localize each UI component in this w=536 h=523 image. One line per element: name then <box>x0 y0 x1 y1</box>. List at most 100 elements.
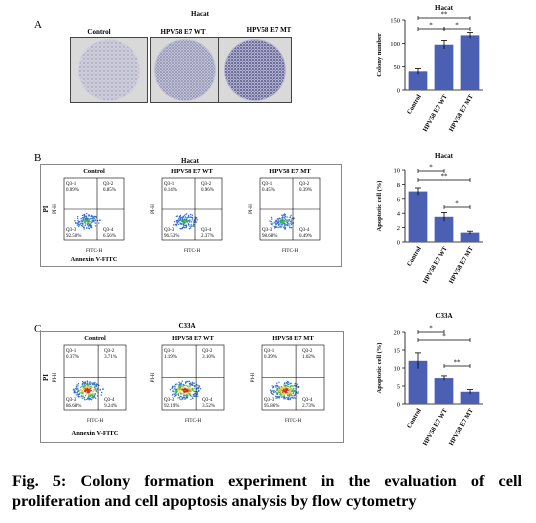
y-tick-label: 150 <box>390 18 400 25</box>
colony-dish-mt <box>218 37 292 103</box>
quadrant-value: 6.56% <box>103 234 116 239</box>
quadrant-value: 98.68% <box>262 234 277 239</box>
bar-chart-title: Hacat <box>435 152 454 160</box>
quadrant-name: Q3-4 <box>299 228 310 233</box>
x-tick-label: Control <box>406 245 423 267</box>
x-tick-label: HPV58 E7 WT <box>422 245 449 285</box>
y-axis-label: Apoptotic cell (%) <box>376 343 383 394</box>
bar <box>460 391 480 404</box>
flow-y-tick-label: PI-H <box>251 372 256 382</box>
quadrant-name: Q3-1 <box>164 349 175 354</box>
significance-label: * <box>429 22 433 30</box>
flow-plot-label: HPV58 E7 MT <box>269 168 311 175</box>
quadrant-name: Q3-1 <box>262 182 273 187</box>
quadrant-name: Q3-4 <box>201 228 212 233</box>
colony-dish-wt-image <box>154 39 216 101</box>
quadrant-name: Q3-3 <box>164 398 175 403</box>
flow-scatter-cloud <box>173 213 199 230</box>
quadrant-name: Q3-3 <box>66 398 77 403</box>
dish-label-control: Control <box>87 28 111 36</box>
flow-plot-label: HPV58 E7 WT <box>171 168 213 175</box>
figure-caption: Fig. 5: Colony formation experiment in t… <box>12 471 522 510</box>
x-tick-label: HPV58 E7 WT <box>422 407 449 447</box>
panel-b-flow-frame <box>40 164 342 267</box>
quadrant-name: Q3-1 <box>164 182 175 187</box>
quadrant-value: 3.52% <box>202 404 215 409</box>
quadrant-name: Q3-4 <box>103 228 114 233</box>
panel-c-title: C33A <box>178 322 196 330</box>
flow-scatter-cloud <box>74 212 101 230</box>
y-tick-label: 100 <box>390 41 400 48</box>
y-tick-label: 4 <box>397 211 401 218</box>
quadrant-value: 2.37% <box>201 234 214 239</box>
quadrant-value: 0.96% <box>201 188 214 193</box>
quadrant-value: 0.39% <box>264 355 277 360</box>
quadrant-name: Q3-4 <box>302 398 313 403</box>
y-tick-label: 8 <box>397 182 400 189</box>
panel-c-flow-frame <box>40 331 344 443</box>
quadrant-name: Q3-4 <box>104 398 115 403</box>
colony-dish-control <box>70 37 148 103</box>
y-tick-label: 15 <box>394 348 401 355</box>
quadrant-name: Q3-2 <box>302 349 313 354</box>
colony-dish-control-image <box>78 39 140 101</box>
quadrant-name: Q3-2 <box>104 349 115 354</box>
bar <box>434 216 454 242</box>
quadrant-value: 9.24% <box>104 404 117 409</box>
flow-plot-label: HPV58 E7 MT <box>272 335 314 342</box>
quadrant-name: Q3-2 <box>201 182 212 187</box>
quadrant-name: Q3-1 <box>66 182 77 187</box>
significance-label: * <box>455 200 459 208</box>
panel-a-letter: A <box>34 19 42 31</box>
flow-x-tick-label: FITC-H <box>184 249 201 254</box>
flow-x-tick-label: FITC-H <box>285 419 302 424</box>
panel-c-letter: C <box>34 323 42 335</box>
y-tick-label: 6 <box>397 196 401 203</box>
flow-x-tick-label: FITC-H <box>282 249 299 254</box>
quadrant-value: 0.09% <box>66 188 79 193</box>
x-tick-label: HPV58 E7 MT <box>448 407 475 447</box>
flow-y-axis-label: PI <box>42 205 50 212</box>
panel-b-title: Hacat <box>181 157 199 165</box>
dish-label-wt: HPV58 E7 WT <box>160 28 206 36</box>
quadrant-name: Q3-3 <box>66 228 77 233</box>
quadrant-value: 1.02% <box>302 355 315 360</box>
significance-label: * <box>429 164 433 172</box>
bar-chart-title: Hacat <box>435 4 454 12</box>
y-tick-label: 50 <box>394 64 401 71</box>
y-axis-label: Apoptotic cell (%) <box>376 181 383 232</box>
quadrant-value: 0.49% <box>299 234 312 239</box>
flow-x-axis-label: Annexin V-FITC <box>72 430 119 437</box>
y-tick-label: 0 <box>397 402 400 409</box>
quadrant-value: 0.85% <box>103 188 116 193</box>
quadrant-name: Q3-2 <box>299 182 310 187</box>
y-tick-label: 5 <box>397 384 400 391</box>
colony-dish-mt-image <box>224 39 286 101</box>
quadrant-value: 3.10% <box>202 355 215 360</box>
quadrant-value: 92.19% <box>164 404 179 409</box>
x-tick-label: HPV58 E7 WT <box>422 93 449 133</box>
flow-x-tick-label: FITC-H <box>87 419 104 424</box>
bar <box>408 71 428 90</box>
flow-scatter-cloud <box>269 381 300 401</box>
x-tick-label: HPV58 E7 MT <box>448 245 475 285</box>
significance-label: ** <box>454 359 462 367</box>
flow-x-tick-label: FITC-H <box>86 249 103 254</box>
quadrant-value: 96.53% <box>164 234 179 239</box>
flow-y-tick-label: PI-H <box>249 204 254 214</box>
quadrant-name: Q3-3 <box>262 228 273 233</box>
bar <box>408 191 428 242</box>
significance-label: * <box>442 333 446 341</box>
bar <box>408 360 428 404</box>
bar <box>434 378 454 404</box>
significance-label: ** <box>441 173 449 181</box>
y-tick-label: 0 <box>397 88 400 95</box>
bar-chart-title: C33A <box>435 312 452 320</box>
dish-label-mt: HPV58 E7 MT <box>246 26 292 34</box>
flow-y-tick-label: PI-H <box>53 204 58 214</box>
quadrant-name: Q3-2 <box>103 182 114 187</box>
quadrant-name: Q3-1 <box>264 349 275 354</box>
